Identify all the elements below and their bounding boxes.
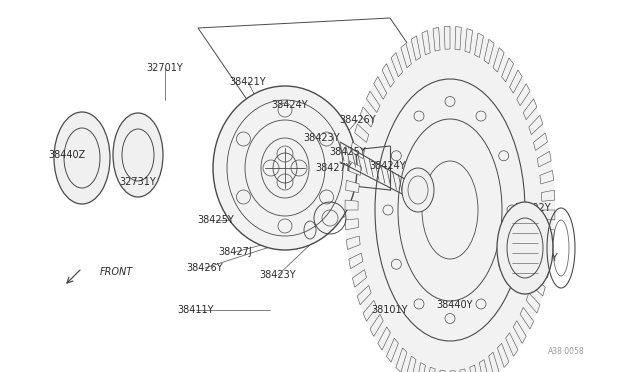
Text: 38424Y: 38424Y [272, 100, 308, 110]
Polygon shape [370, 314, 383, 336]
Text: A38·0058: A38·0058 [548, 347, 584, 356]
Polygon shape [353, 270, 367, 287]
Polygon shape [488, 352, 499, 372]
Polygon shape [541, 190, 555, 201]
Polygon shape [509, 70, 522, 93]
Polygon shape [539, 245, 552, 259]
Text: 38411Y: 38411Y [178, 305, 214, 315]
Text: 38453Y: 38453Y [522, 253, 558, 263]
Ellipse shape [402, 168, 434, 212]
Text: 38440Y: 38440Y [436, 300, 473, 310]
Polygon shape [417, 363, 426, 372]
Text: 38423Y: 38423Y [260, 270, 296, 280]
Polygon shape [534, 133, 548, 150]
Polygon shape [541, 227, 554, 240]
Polygon shape [367, 91, 380, 113]
Polygon shape [345, 219, 358, 230]
Polygon shape [351, 142, 365, 158]
Polygon shape [422, 31, 430, 55]
Polygon shape [428, 367, 435, 372]
Polygon shape [531, 278, 545, 296]
Polygon shape [455, 26, 461, 50]
Polygon shape [475, 33, 484, 57]
Polygon shape [346, 180, 359, 193]
Polygon shape [520, 307, 534, 329]
Text: 38425Y: 38425Y [198, 215, 234, 225]
Polygon shape [465, 29, 472, 53]
Text: 38425Y: 38425Y [330, 147, 366, 157]
Text: 38426Y: 38426Y [187, 263, 223, 273]
Text: 38423Y: 38423Y [304, 133, 340, 143]
Polygon shape [346, 236, 360, 250]
Text: 38421Y: 38421Y [230, 77, 266, 87]
Polygon shape [433, 27, 440, 51]
Polygon shape [357, 285, 371, 305]
Polygon shape [450, 371, 456, 372]
Polygon shape [502, 58, 513, 82]
Polygon shape [411, 36, 420, 60]
Polygon shape [484, 39, 494, 64]
Text: 38426Y: 38426Y [340, 115, 376, 125]
Polygon shape [444, 26, 450, 49]
Polygon shape [526, 293, 540, 313]
Polygon shape [540, 170, 554, 184]
Polygon shape [529, 115, 543, 135]
Polygon shape [360, 107, 374, 127]
Polygon shape [516, 84, 530, 106]
Polygon shape [497, 343, 509, 368]
Ellipse shape [345, 27, 555, 372]
Ellipse shape [213, 86, 357, 250]
Polygon shape [513, 321, 526, 343]
Polygon shape [460, 369, 467, 372]
Polygon shape [391, 52, 403, 77]
Polygon shape [479, 360, 489, 372]
Polygon shape [470, 365, 478, 372]
Polygon shape [355, 124, 369, 142]
Polygon shape [374, 77, 387, 99]
Text: FRONT: FRONT [100, 267, 133, 277]
Text: 38424Y: 38424Y [370, 161, 406, 171]
Polygon shape [345, 200, 358, 210]
Polygon shape [506, 333, 518, 356]
Polygon shape [349, 253, 363, 269]
Text: 38440Z: 38440Z [49, 150, 86, 160]
Polygon shape [396, 348, 407, 372]
Polygon shape [406, 356, 416, 372]
Polygon shape [536, 262, 550, 278]
Polygon shape [524, 99, 537, 120]
Ellipse shape [54, 112, 110, 204]
Text: 38427Y: 38427Y [316, 163, 353, 173]
Polygon shape [537, 151, 551, 167]
Polygon shape [387, 338, 398, 362]
Polygon shape [382, 64, 394, 87]
Polygon shape [401, 43, 412, 68]
Text: 38101Y: 38101Y [372, 305, 408, 315]
Polygon shape [493, 48, 504, 72]
Ellipse shape [497, 202, 553, 294]
Polygon shape [363, 300, 377, 321]
Text: 38102Y: 38102Y [515, 203, 551, 213]
Polygon shape [348, 161, 362, 175]
Text: 32731Y: 32731Y [120, 177, 156, 187]
Polygon shape [438, 370, 445, 372]
Text: 32701Y: 32701Y [147, 63, 184, 73]
Ellipse shape [113, 113, 163, 197]
Polygon shape [378, 327, 390, 350]
Text: 38427J: 38427J [218, 247, 252, 257]
Polygon shape [542, 210, 555, 220]
